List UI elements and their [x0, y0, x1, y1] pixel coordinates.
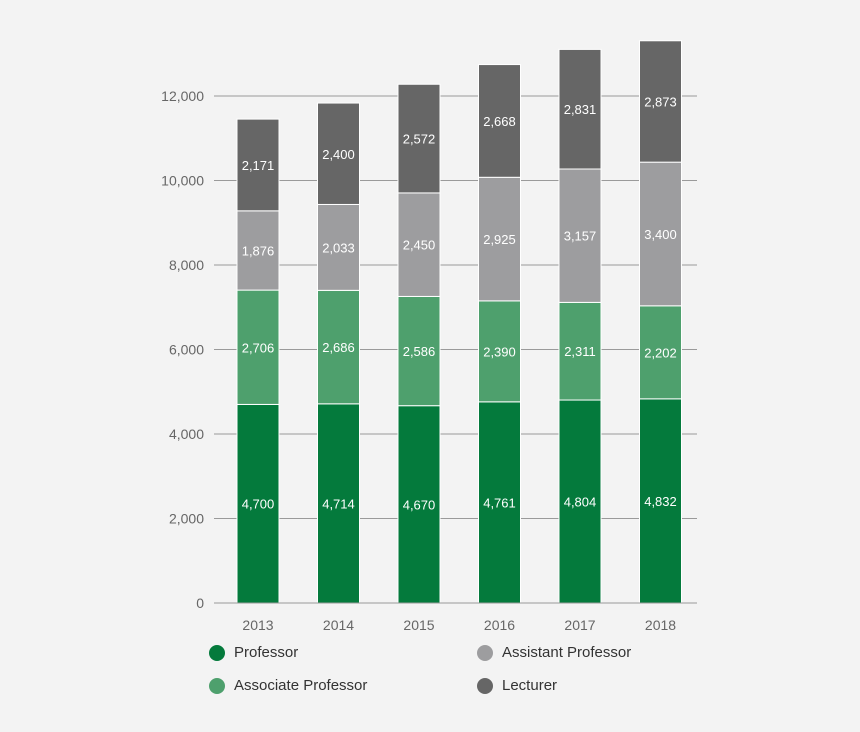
- data-label-lecturer-2015: 2,572: [403, 132, 436, 147]
- y-tick-label-6000: 6,000: [169, 342, 204, 358]
- y-tick-label-0: 0: [196, 595, 204, 611]
- data-label-lecturer-2014: 2,400: [322, 147, 355, 162]
- bar-segment-associate-professor-2016: [478, 300, 521, 403]
- bar-segment-lecturer-2015: [397, 83, 441, 194]
- y-tick-label-2000: 2,000: [169, 511, 204, 527]
- bar-segment-assistant-professor-2013: [236, 210, 280, 291]
- bar-segment-lecturer-2014: [317, 102, 360, 205]
- data-label-associate-professor-2014: 2,686: [322, 340, 355, 355]
- bar-segment-lecturer-2016: [478, 64, 521, 178]
- y-tick-label-4000: 4,000: [169, 426, 204, 442]
- data-label-associate-professor-2015: 2,586: [403, 344, 436, 359]
- data-label-associate-professor-2018: 2,202: [644, 345, 677, 360]
- bar-segment-lecturer-2017: [558, 48, 602, 170]
- data-label-lecturer-2016: 2,668: [483, 114, 516, 129]
- bar-segment-professor-2018: [639, 398, 682, 604]
- data-label-professor-2013: 4,700: [242, 497, 275, 512]
- data-label-lecturer-2013: 2,171: [242, 158, 275, 173]
- data-label-assistant-professor-2015: 2,450: [403, 238, 436, 253]
- bar-segment-assistant-professor-2015: [397, 192, 441, 297]
- data-label-assistant-professor-2017: 3,157: [564, 229, 597, 244]
- data-label-assistant-professor-2016: 2,925: [483, 232, 516, 247]
- bar-segment-professor-2017: [558, 399, 602, 604]
- data-label-assistant-professor-2013: 1,876: [242, 243, 275, 258]
- bar-segment-lecturer-2018: [639, 40, 682, 163]
- x-tick-label-2016: 2016: [484, 617, 515, 633]
- x-tick-label-2014: 2014: [323, 617, 354, 633]
- bar-segment-associate-professor-2014: [317, 289, 360, 405]
- x-tick-label-2018: 2018: [645, 617, 676, 633]
- data-label-professor-2018: 4,832: [644, 494, 677, 509]
- data-label-associate-professor-2013: 2,706: [242, 340, 275, 355]
- data-label-associate-professor-2016: 2,390: [483, 344, 516, 359]
- data-label-professor-2016: 4,761: [483, 495, 516, 510]
- data-label-assistant-professor-2018: 3,400: [644, 227, 677, 242]
- data-label-associate-professor-2017: 2,311: [564, 344, 596, 359]
- bar-segment-assistant-professor-2014: [317, 203, 360, 291]
- bar-segment-lecturer-2013: [236, 118, 280, 212]
- x-tick-label-2015: 2015: [403, 617, 434, 633]
- bar-segment-professor-2014: [317, 403, 360, 604]
- bar-segment-associate-professor-2015: [397, 295, 441, 407]
- x-tick-label-2013: 2013: [242, 617, 273, 633]
- y-tick-label-8000: 8,000: [169, 257, 204, 273]
- data-label-assistant-professor-2014: 2,033: [322, 240, 355, 255]
- bar-segment-assistant-professor-2016: [478, 176, 521, 302]
- data-label-professor-2014: 4,714: [322, 496, 355, 511]
- bar-segment-associate-professor-2018: [639, 305, 682, 400]
- bar-segment-professor-2016: [478, 401, 521, 604]
- data-label-lecturer-2018: 2,873: [644, 94, 677, 109]
- bar-segment-associate-professor-2013: [236, 289, 280, 405]
- x-tick-label-2017: 2017: [564, 617, 595, 633]
- data-label-professor-2015: 4,670: [403, 497, 436, 512]
- data-label-professor-2017: 4,804: [564, 495, 597, 510]
- bar-segment-assistant-professor-2017: [558, 168, 602, 303]
- data-label-lecturer-2017: 2,831: [564, 102, 597, 117]
- y-tick-label-10000: 10,000: [161, 173, 204, 189]
- y-tick-label-12000: 12,000: [161, 88, 204, 104]
- bar-segment-assistant-professor-2018: [639, 161, 682, 307]
